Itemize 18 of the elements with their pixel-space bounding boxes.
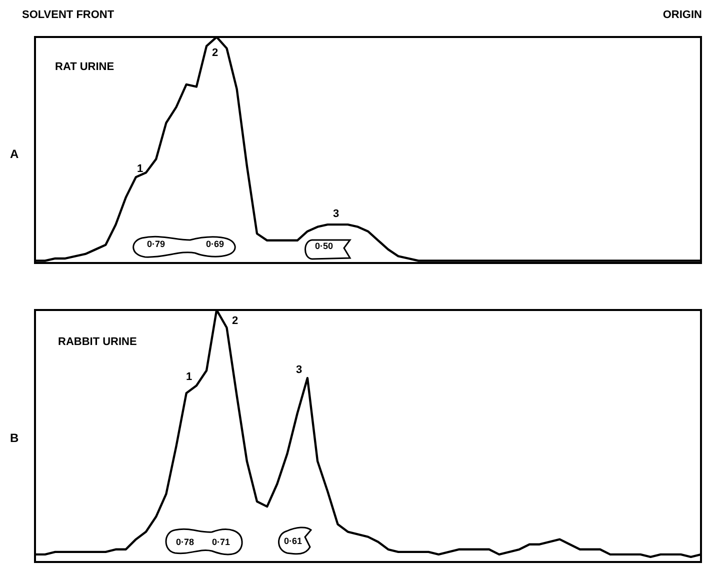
annotation: 2 — [212, 47, 218, 60]
annotation: 0·50 — [315, 241, 334, 252]
annotation: 1 — [137, 163, 144, 176]
annotation: 0·78 — [176, 537, 194, 548]
text: A — [10, 147, 19, 162]
text: SOLVENT FRONT — [22, 9, 114, 22]
annotation: 0·79 — [147, 239, 166, 250]
text: B — [10, 431, 19, 446]
annotation: 3 — [296, 364, 302, 376]
annotation: 1 — [186, 371, 192, 384]
annotation: 2 — [232, 315, 238, 328]
annotation: 3 — [333, 208, 340, 220]
annotation: 0·61 — [284, 536, 302, 547]
annotation: RABBIT URINE — [58, 336, 137, 348]
annotation: 0·71 — [212, 537, 230, 548]
annotation: 0·69 — [206, 239, 224, 250]
text: ORIGIN — [662, 9, 702, 22]
annotation: RAT URINE — [55, 61, 114, 74]
